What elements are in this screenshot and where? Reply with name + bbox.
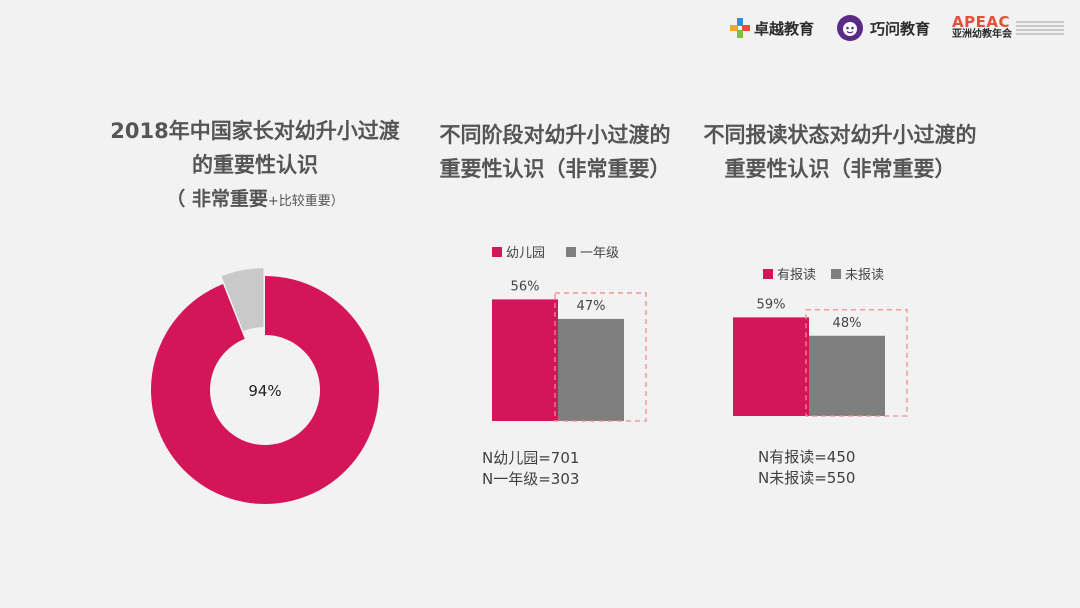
donut-chart: 94% — [150, 268, 379, 504]
panel1-title-line3: （ 非常重要+比较重要） — [100, 182, 410, 219]
legend-swatch — [492, 247, 502, 257]
highlight-box — [554, 292, 647, 422]
panel1-title-line1: 2018年中国家长对幼升小过渡 — [110, 119, 400, 143]
qiaowen-logo: 巧问教育 — [836, 8, 930, 48]
legend-label: 幼儿园 — [506, 246, 545, 261]
bar-幼儿园 — [492, 299, 558, 421]
legend-label: 一年级 — [580, 246, 619, 261]
panel3-n-line2: N未报读=550 — [758, 469, 856, 487]
qiaowen-logo-text: 巧问教育 — [870, 19, 931, 38]
bar-chart-enrollment: 有报读 未报读 59% 48% — [733, 268, 908, 417]
apeac-sub-text: 亚洲幼教年会 — [952, 29, 1012, 40]
panel1-title-line3-small: +比较重要） — [267, 194, 344, 209]
panel2-n-line1: N幼儿园=701 — [482, 449, 580, 467]
panel1-title-line3-main: （ 非常重要 — [166, 188, 268, 210]
zhuoyue-logo-text: 卓越教育 — [754, 19, 815, 38]
bar-value-label: 48% — [833, 316, 862, 331]
apeac-decor-lines — [1016, 21, 1064, 35]
bar-chart-stage: 幼儿园 一年级 56% 47% — [492, 246, 647, 422]
bar-value-label: 59% — [757, 297, 786, 312]
panel2-n-line2: N一年级=303 — [482, 470, 580, 488]
donut-center-label: 94% — [248, 382, 281, 400]
panel1-title-line2: 的重要性认识 — [192, 153, 318, 177]
panel3-n-labels: N有报读=450 N未报读=550 — [758, 447, 855, 489]
panel2-n-labels: N幼儿园=701 N一年级=303 — [482, 448, 579, 490]
panel2-title: 不同阶段对幼升小过渡的 重要性认识（非常重要） — [420, 118, 690, 186]
donut-slice-rest — [221, 268, 264, 332]
bar-一年级 — [558, 318, 624, 421]
legend-label: 未报读 — [845, 268, 884, 283]
panel3-title-line1: 不同报读状态对幼升小过渡的 — [703, 123, 977, 147]
apeac-mark: APEAC — [952, 13, 1012, 31]
panel2-title-line2: 重要性认识（非常重要） — [439, 157, 671, 181]
legend-swatch — [566, 247, 576, 257]
panel3-title-line2: 重要性认识（非常重要） — [724, 157, 956, 181]
panel3-title: 不同报读状态对幼升小过渡的 重要性认识（非常重要） — [695, 118, 985, 186]
bar-未报读 — [809, 335, 885, 416]
apeac-logo: APEAC 亚洲幼教年会 — [952, 8, 1064, 48]
highlight-box — [805, 309, 908, 417]
donut-slice-main — [150, 276, 379, 504]
legend-label: 有报读 — [777, 268, 816, 283]
zhuoyue-cross-icon — [730, 18, 750, 38]
apeac-mark-text: APEAC — [952, 13, 1010, 31]
legend-swatch — [831, 269, 841, 279]
panel2-title-line1: 不同阶段对幼升小过渡的 — [439, 123, 671, 147]
bar-value-label: 56% — [511, 279, 540, 294]
qiaowen-face-icon — [837, 15, 863, 41]
panel1-title: 2018年中国家长对幼升小过渡 的重要性认识 （ 非常重要+比较重要） — [100, 114, 410, 219]
bar-value-label: 47% — [577, 299, 606, 314]
legend-swatch — [763, 269, 773, 279]
zhuoyue-logo: 卓越教育 — [730, 8, 814, 48]
panel3-n-line1: N有报读=450 — [758, 448, 856, 466]
bar-有报读 — [733, 317, 809, 416]
